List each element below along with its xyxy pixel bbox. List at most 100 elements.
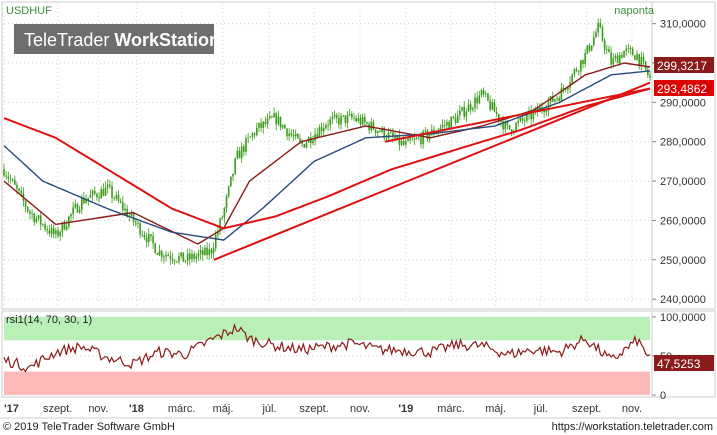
candle-body [206,247,208,255]
candle-body [260,122,262,128]
candle-body [346,114,349,124]
candle-body [80,197,83,210]
candle-body [452,116,455,118]
candle-body [147,234,150,243]
candle-body [44,224,46,230]
candle-body [42,224,44,226]
candle-body [217,230,219,235]
candle-body [139,222,141,235]
candle-body [163,256,165,258]
candle-body [634,55,636,60]
candle-body [145,237,148,243]
candle-body [364,117,366,123]
candle-body [52,227,55,235]
candle-body [50,227,53,234]
candle-body [402,141,405,145]
candle-body [119,200,122,203]
price-tick-label: 310,0000 [660,19,706,31]
candle-body [567,87,569,90]
candle-body [415,137,418,139]
candle-body [340,115,342,125]
time-tick-label: szept. [572,403,601,415]
price-tick-label: 250,0000 [660,255,706,267]
candle-body [558,98,561,101]
candle-body [543,110,545,113]
candle-body [152,236,154,244]
candle-body [502,121,504,130]
candle-body [357,118,360,122]
candle-body [586,45,589,54]
candle-body [262,121,265,128]
candle-body [510,129,513,133]
candle-body [370,121,373,131]
candle-body [476,97,478,104]
source-url[interactable]: https://workstation.teletrader.com [552,421,713,433]
candle-body [465,111,468,117]
candle-body [277,116,280,125]
candle-body [91,190,94,195]
candle-body [649,75,651,78]
candle-body [614,55,617,59]
candle-body [141,234,144,236]
candle-body [372,121,375,130]
time-tick-label: márc. [437,403,465,415]
candle-body [18,188,20,191]
candle-body [418,137,420,139]
candle-body [236,150,239,159]
rsi-badge-bg [654,355,714,371]
candle-body [493,102,496,112]
last-price-badge-bg [654,57,714,73]
candle-body [85,200,87,203]
trendline [213,81,651,261]
candle-body [439,127,442,131]
candle-body [294,133,297,137]
candle-body [582,60,584,64]
rsi-value-badge: 47,5253 [657,357,701,371]
candle-body [199,250,202,254]
candle-body [424,130,427,132]
candle-body [616,55,619,64]
candle-body [113,197,115,199]
time-tick-label: máj. [213,403,234,415]
candle-body [156,253,159,255]
candle-body [26,207,29,212]
candle-body [48,230,51,234]
candle-body [573,69,576,75]
candle-body [245,138,247,152]
candle-body [608,49,610,53]
price-tick-label: 240,0000 [660,294,706,306]
indicator-label[interactable]: rsi1(14, 70, 30, 1) [6,314,92,326]
candle-body [381,127,383,132]
candle-body [100,189,103,199]
frequency-label[interactable]: naponta [614,5,655,17]
candle-body [647,69,649,76]
candle-body [24,200,27,208]
candle-body [599,22,602,28]
candle-body [238,150,241,159]
candle-body [588,45,591,51]
candle-body [290,133,293,136]
candle-body [342,115,345,117]
candle-body [59,232,61,237]
candle-body [16,184,18,189]
candle-body [467,104,470,112]
candle-body [286,128,288,137]
candle-body [359,118,362,125]
candle-body [249,136,252,138]
candle-body [130,212,133,216]
candle-body [109,184,111,187]
candle-body [374,129,377,133]
candle-body [31,213,33,215]
candle-body [530,111,532,120]
candle-body [232,173,234,177]
candle-body [322,128,325,132]
candle-body [409,138,411,141]
time-tick-label: nov. [622,403,642,415]
candle-body [230,176,232,187]
symbol-label: USDHUF [6,5,52,17]
candle-body [115,195,118,199]
candle-body [487,93,489,101]
candle-body [154,243,157,254]
time-tick-label: '19 [398,403,413,415]
